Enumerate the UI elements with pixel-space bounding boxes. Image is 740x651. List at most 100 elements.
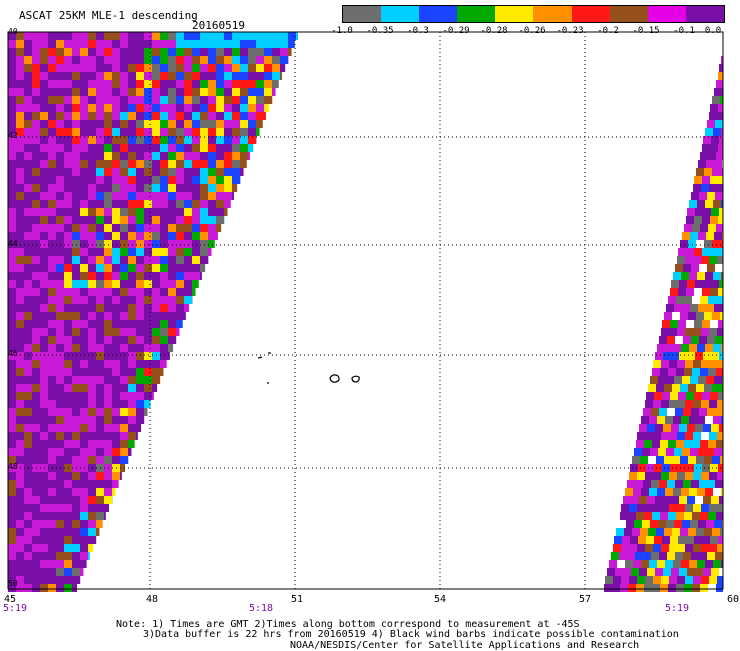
wind-cell xyxy=(216,64,224,72)
wind-cell xyxy=(64,272,72,280)
wind-cell xyxy=(208,88,216,96)
wind-cell xyxy=(208,168,216,176)
wind-cell xyxy=(16,368,24,376)
wind-cell xyxy=(56,496,64,504)
wind-cell xyxy=(40,248,48,256)
wind-cell xyxy=(624,528,632,536)
wind-cell xyxy=(708,584,716,592)
wind-cell xyxy=(80,360,88,368)
wind-cell xyxy=(112,320,120,328)
wind-cell xyxy=(88,96,96,104)
wind-cell xyxy=(669,472,677,480)
wind-cell xyxy=(152,288,160,296)
wind-cell xyxy=(112,176,120,184)
wind-cell xyxy=(8,208,16,216)
wind-cell xyxy=(144,304,152,312)
wind-cell xyxy=(717,184,723,192)
wind-cell xyxy=(80,288,88,296)
wind-cell xyxy=(120,416,128,424)
wind-cell xyxy=(144,152,152,160)
wind-cell xyxy=(232,40,240,48)
wind-cell xyxy=(272,72,280,80)
wind-cell xyxy=(200,56,208,64)
wind-cell xyxy=(692,224,700,232)
wind-cell xyxy=(184,264,192,272)
wind-cell xyxy=(144,144,152,152)
wind-cell xyxy=(701,360,709,368)
wind-cell xyxy=(240,152,248,160)
wind-cell xyxy=(136,192,144,200)
wind-cell xyxy=(40,352,48,360)
wind-cell xyxy=(72,176,80,184)
wind-cell xyxy=(104,456,112,464)
wind-cell xyxy=(112,96,120,104)
wind-cell xyxy=(128,328,136,336)
wind-cell xyxy=(96,504,104,512)
wind-cell xyxy=(112,360,120,368)
wind-cell xyxy=(240,72,248,80)
wind-cell xyxy=(72,528,80,536)
wind-cell xyxy=(48,544,56,552)
wind-cell xyxy=(48,512,56,520)
wind-cell xyxy=(112,392,120,400)
wind-cell xyxy=(136,408,144,416)
wind-cell xyxy=(184,160,192,168)
wind-cell xyxy=(621,544,629,552)
wind-cell xyxy=(16,384,24,392)
wind-cell xyxy=(80,128,88,136)
wind-cell xyxy=(248,48,256,56)
wind-cell xyxy=(719,208,723,216)
wind-cell xyxy=(144,56,152,64)
wind-cell xyxy=(160,304,168,312)
wind-cell xyxy=(128,376,136,384)
wind-cell xyxy=(714,304,722,312)
wind-cell xyxy=(32,40,40,48)
wind-cell xyxy=(96,328,104,336)
wind-cell xyxy=(64,432,72,440)
wind-cell xyxy=(8,304,16,312)
wind-cell xyxy=(56,56,64,64)
wind-cell xyxy=(32,544,40,552)
wind-cell xyxy=(677,544,685,552)
wind-cell xyxy=(176,184,184,192)
wind-cell xyxy=(232,104,240,112)
wind-cell xyxy=(208,64,216,72)
wind-cell xyxy=(120,440,128,448)
wind-cell xyxy=(280,64,285,72)
wind-cell xyxy=(248,64,256,72)
wind-cell xyxy=(24,216,32,224)
wind-cell xyxy=(88,176,96,184)
wind-cell xyxy=(693,472,701,480)
wind-cell xyxy=(208,240,215,248)
wind-cell xyxy=(176,208,184,216)
wind-cell xyxy=(631,568,639,576)
wind-cell xyxy=(40,344,48,352)
wind-cell xyxy=(160,256,168,264)
wind-cell xyxy=(96,88,104,96)
wind-cell xyxy=(683,336,691,344)
wind-cell xyxy=(192,48,200,56)
wind-cell xyxy=(64,320,72,328)
wind-cell xyxy=(128,104,136,112)
wind-cell xyxy=(208,40,216,48)
wind-cell xyxy=(48,280,56,288)
wind-cell xyxy=(160,264,168,272)
wind-cell xyxy=(216,40,224,48)
wind-cell xyxy=(192,144,200,152)
wind-cell xyxy=(152,368,160,376)
wind-cell xyxy=(288,40,295,48)
wind-cell xyxy=(718,72,723,80)
wind-cell xyxy=(136,80,144,88)
wind-cell xyxy=(192,88,200,96)
wind-cell xyxy=(701,256,709,264)
wind-cell xyxy=(64,224,72,232)
wind-cell xyxy=(48,48,56,56)
wind-cell xyxy=(654,536,662,544)
wind-cell xyxy=(685,472,693,480)
wind-cell xyxy=(56,128,64,136)
wind-cell xyxy=(200,264,205,272)
wind-cell xyxy=(72,472,80,480)
wind-cell xyxy=(128,344,136,352)
wind-cell xyxy=(627,552,635,560)
wind-cell xyxy=(714,520,722,528)
